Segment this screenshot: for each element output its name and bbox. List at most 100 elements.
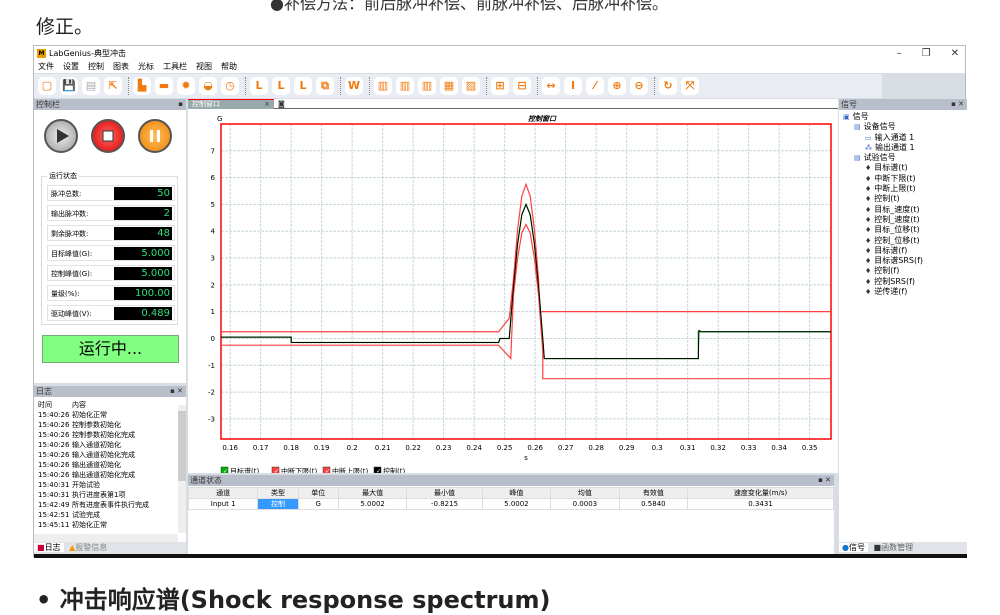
tree-node[interactable]: ♦ 控制_速度(t) [839,215,967,225]
menu-item[interactable]: 视图 [196,62,212,71]
settings-button[interactable]: ✹ [177,77,195,95]
curve-button[interactable]: ◒ [199,77,217,95]
fit-x-button[interactable]: ↔ [542,77,560,95]
tree-node[interactable]: ▤ 设备信号 [839,122,967,132]
tree-node[interactable]: ♦ 控制(f) [839,266,967,276]
column-header[interactable]: 最大值 [337,487,408,499]
tab-control-window[interactable]: 控制窗口 × [188,99,274,109]
channel-status-table: 通道 类型 单位 最大值 最小值 峰值 均值 有效值 速度变化量(m/s) Input 1 控制 G 5… [187,487,834,510]
chart-grid1-button[interactable]: ▥ [374,77,392,95]
menu-item[interactable]: 设置 [63,62,79,71]
table-cell: 5.0002 [337,498,408,510]
log-content: 试验完成 [72,511,100,519]
menu-item[interactable]: 光标 [138,62,154,71]
zoom-in-button[interactable]: ⊕ [608,77,626,95]
y-tick-label: 5 [211,201,215,209]
tree-node[interactable]: ♦ 中断下限(t) [839,174,967,184]
refresh-button[interactable]: ↻ [659,77,677,95]
menu-item[interactable]: 帮助 [221,62,237,71]
open-button[interactable]: ▤ [82,77,100,95]
run-state-indicator[interactable]: 运行中... [42,335,179,363]
tree-node[interactable]: ♦ 中断上限(t) [839,184,967,194]
tree-node[interactable]: ♦ 目标_速度(t) [839,205,967,215]
tree-node[interactable]: ♦ 目标谱SRS(f) [839,256,967,266]
document-tabs: 控制窗口 × ◙ [188,99,838,109]
settings-icon: ✹ [181,79,191,92]
range-button[interactable]: ▬ [155,77,173,95]
menu-item[interactable]: 图表 [113,62,129,71]
close-tab-icon[interactable]: × [264,100,270,108]
chart-grid2-button[interactable]: ▥ [396,77,414,95]
save-button[interactable]: 💾 [60,77,78,95]
pause-button[interactable] [138,119,172,153]
tree-node[interactable]: ⁂ 输出通道 1 [839,143,967,153]
tab-overflow-icon[interactable]: ◙ [278,100,285,108]
chart-grid3-button[interactable]: ▥ [418,77,436,95]
column-header[interactable]: 通道 [187,487,259,499]
log-vscrollbar[interactable] [178,405,186,533]
column-header[interactable]: 最小值 [406,487,483,499]
tree-node[interactable]: ▤ 试验信号 [839,153,967,163]
stop-button[interactable] [91,119,125,153]
tree-node[interactable]: ▣ 信号 [839,112,967,122]
limit-l-plus-button[interactable]: L [272,77,290,95]
menu-item[interactable]: 工具栏 [163,62,187,71]
check-icon: ✓ [376,468,381,473]
close-panel-icon[interactable]: ▪ ✕ [818,476,831,484]
curve-icon: ◒ [203,79,213,92]
overlay-button[interactable]: ⧉ [316,77,334,95]
report-button[interactable]: ▙ [133,77,151,95]
control-chart[interactable]: 0.16 0.17 0.18 0.19 0.2 0.21 0.22 0.23 0.24 0.25 0… [188,109,838,476]
tab-function-manager[interactable]: ■函数管理 [873,543,914,552]
fullscreen-button[interactable]: ⤧ [681,77,699,95]
close-panel-icon[interactable]: ▪ ✕ [951,100,964,108]
tree-node[interactable]: ▭ 输入通道 1 [839,133,967,143]
log-content: 开始试验 [72,481,100,489]
column-header[interactable]: 单位 [297,487,339,499]
close-panel-icon[interactable]: ▪ ✕ [170,387,183,395]
column-header[interactable]: 速度变化量(m/s) [687,487,834,499]
tab-signal[interactable]: ●信号 [839,543,868,552]
fit-y-button[interactable]: I [564,77,582,95]
export-button[interactable]: ⇱ [104,77,122,95]
chart-grid5-button[interactable]: ▨ [462,77,480,95]
menu-item[interactable]: 控制 [88,62,104,71]
column-header[interactable]: 均值 [550,487,620,499]
layout2-button[interactable]: ⊟ [513,77,531,95]
clock-button[interactable]: ◷ [221,77,239,95]
tab-alarm[interactable]: ▲报警信息 [69,543,108,552]
tree-node[interactable]: ♦ 控制_位移(t) [839,236,967,246]
log-hscrollbar[interactable] [34,534,178,542]
tree-node-label: 目标_位移(t) [874,225,920,235]
menu-item[interactable]: 文件 [38,62,54,71]
column-header[interactable]: 有效值 [618,487,689,499]
play-button[interactable] [44,119,78,153]
chart-grid4-button[interactable]: ▦ [440,77,458,95]
pin-icon[interactable]: ▪ [178,100,183,108]
tree-node[interactable]: ♦ 目标_位移(t) [839,225,967,235]
fit-xy-button[interactable]: ⁄ [586,77,604,95]
minimize-button[interactable]: – [896,48,902,59]
table-row[interactable]: Input 1 控制 G 5.0002 -0.8215 5.0002 0.0003 0.584… [187,498,834,510]
layout1-button[interactable]: ⊞ [491,77,509,95]
tree-node[interactable]: ♦ 控制SRS(f) [839,277,967,287]
new-button[interactable]: ▢ [38,77,56,95]
close-button[interactable]: ✕ [950,48,959,59]
tab-log[interactable]: ■日志 [34,543,64,552]
column-header[interactable]: 峰值 [481,487,552,499]
tree-node[interactable]: ♦ 目标谱(t) [839,163,967,173]
tree-node[interactable]: ♦ 控制(t) [839,194,967,204]
word-button[interactable]: W [345,77,363,95]
tree-node[interactable]: ♦ 逆传递(f) [839,287,967,297]
table-cell: 0.3431 [687,498,834,510]
tree-node-label: 控制_位移(t) [874,235,920,245]
zoom-out-button[interactable]: ⊖ [630,77,648,95]
tree-node[interactable]: ♦ 目标谱(f) [839,246,967,256]
limit-l-button[interactable]: L [250,77,268,95]
channel-status-panel: 通道 类型 单位 最大值 最小值 峰值 均值 有效值 速度变化量(m/s) Input 1 控制 G 5… [187,486,834,554]
log-panel-header: 日志 ▪ ✕ [34,386,186,397]
maximize-button[interactable]: ❐ [921,48,931,59]
column-header[interactable]: 类型 [257,487,299,499]
log-entry: 15:40:26 初始化正常 [34,410,186,420]
limit-l-minus-button[interactable]: L [294,77,312,95]
